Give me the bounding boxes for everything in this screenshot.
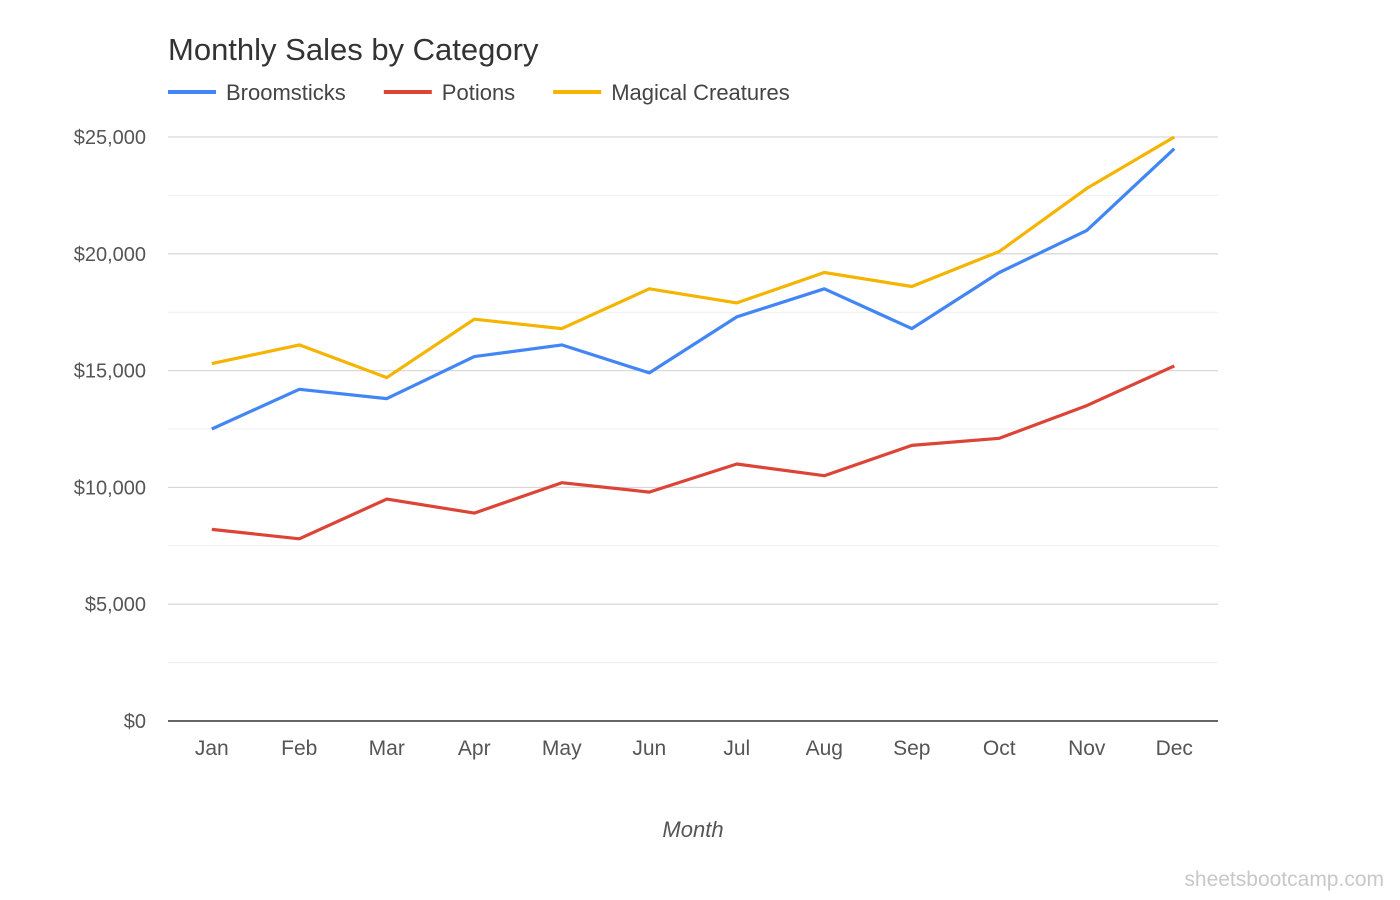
- y-axis-ticks: $0 $5,000 $10,000 $15,000 $20,000 $25,000: [74, 127, 146, 733]
- series-line-potions: [211, 364, 1175, 541]
- x-tick-label: Feb: [281, 737, 317, 760]
- x-axis-ticks: Jan Feb Mar Apr May Jun Jul Aug Sep Oct Nov Dec: [195, 737, 1193, 760]
- y-tick-label: $25,000: [74, 127, 146, 149]
- y-tick-label: $15,000: [74, 361, 146, 383]
- legend-label: Potions: [442, 80, 515, 105]
- legend-label: Broomsticks: [226, 80, 346, 105]
- y-tick-label: $0: [124, 711, 146, 733]
- x-tick-label: Nov: [1068, 737, 1106, 760]
- series-line-magical-creatures: [211, 135, 1176, 380]
- series-lines: [211, 135, 1176, 541]
- y-tick-label: $5,000: [85, 594, 146, 616]
- watermark: sheetsbootcamp.com: [1184, 868, 1384, 891]
- x-tick-label: Sep: [893, 737, 930, 760]
- x-tick-label: Jul: [723, 737, 750, 760]
- legend-label: Magical Creatures: [611, 80, 790, 105]
- y-tick-label: $20,000: [74, 244, 146, 266]
- x-tick-label: Jan: [195, 737, 229, 760]
- x-tick-label: Apr: [458, 737, 491, 760]
- x-tick-label: Dec: [1156, 737, 1193, 760]
- x-tick-label: May: [542, 737, 582, 760]
- gridlines: [168, 136, 1218, 722]
- series-line-broomsticks: [211, 147, 1176, 431]
- x-axis-title: Month: [662, 817, 723, 842]
- chart-title: Monthly Sales by Category: [168, 32, 539, 67]
- x-tick-label: Mar: [369, 737, 405, 760]
- legend: Broomsticks Potions Magical Creatures: [168, 80, 790, 105]
- x-tick-label: Oct: [983, 737, 1016, 760]
- x-tick-label: Jun: [632, 737, 666, 760]
- x-tick-label: Aug: [806, 737, 843, 760]
- y-tick-label: $10,000: [74, 477, 146, 499]
